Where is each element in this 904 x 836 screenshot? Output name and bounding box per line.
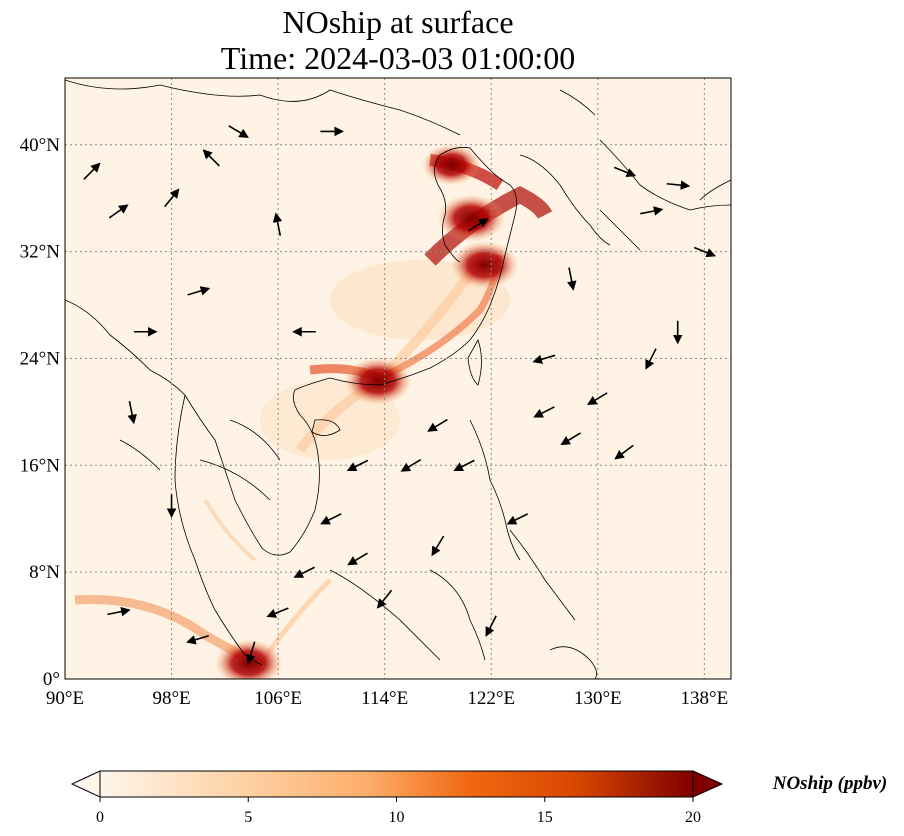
wind-arrow xyxy=(202,149,220,167)
wind-arrow xyxy=(246,641,256,665)
wind-vectors xyxy=(83,125,717,665)
lon-tick-label: 98°E xyxy=(152,688,190,709)
colorbar-tick-label: 20 xyxy=(685,809,701,826)
lon-tick-label: 114°E xyxy=(361,688,408,709)
longitude-tick-labels: 90°E 98°E 106°E 114°E 122°E 130°E 138°E xyxy=(46,688,728,709)
colorbar-tick-label: 5 xyxy=(244,809,252,826)
colorbar-tick-label: 10 xyxy=(389,809,405,826)
map-frame xyxy=(64,77,732,680)
colorbar-extend-min xyxy=(70,770,101,798)
wind-arrow xyxy=(468,218,489,232)
colorbar-extend-max xyxy=(692,770,724,798)
wind-arrow xyxy=(485,615,497,637)
colorbar-label: NOship (ppbv) xyxy=(772,773,888,794)
lon-tick-label: 90°E xyxy=(46,688,84,709)
colorbar: 0 5 10 15 20 NOship (ppbv) xyxy=(70,770,888,826)
lat-tick-label: 16°N xyxy=(20,455,61,476)
wind-arrow xyxy=(320,513,342,525)
chart-title: NOship at surface xyxy=(282,4,514,40)
lat-tick-label: 8°N xyxy=(29,562,60,583)
colorbar-tick-label: 15 xyxy=(537,809,553,826)
coastlines xyxy=(65,79,731,679)
wind-arrow xyxy=(693,246,717,258)
wind-arrow xyxy=(431,535,445,557)
wind-arrow xyxy=(83,162,101,180)
latitude-tick-labels: 0° 8°N 16°N 24°N 32°N 40°N xyxy=(20,135,61,690)
wind-arrow xyxy=(567,267,577,291)
hotspot xyxy=(422,144,481,186)
wind-arrow xyxy=(453,459,475,471)
hotspots-layer xyxy=(214,144,519,679)
wind-arrow xyxy=(108,204,129,219)
wind-arrow xyxy=(533,406,555,418)
wind-arrow xyxy=(613,166,637,178)
wind-arrow xyxy=(400,458,422,472)
wind-arrow xyxy=(228,125,249,138)
wind-arrow xyxy=(127,400,137,425)
wind-arrow xyxy=(266,607,289,618)
wind-arrow xyxy=(532,354,556,364)
colorbar-ramp xyxy=(99,770,694,798)
wind-arrow xyxy=(186,635,209,645)
chart-subtitle-time: Time: 2024-03-03 01:00:00 xyxy=(220,40,576,76)
lat-tick-label: 40°N xyxy=(20,135,61,156)
wind-arrow xyxy=(645,348,657,370)
lon-tick-label: 130°E xyxy=(574,688,622,709)
wind-arrow xyxy=(427,418,448,432)
lat-tick-label: 24°N xyxy=(20,348,61,369)
wind-arrow xyxy=(614,444,634,460)
wind-arrow xyxy=(272,212,283,236)
lon-tick-label: 122°E xyxy=(467,688,515,709)
colorbar-tick-label: 0 xyxy=(96,809,104,826)
hotspot xyxy=(344,357,413,405)
lon-tick-label: 138°E xyxy=(681,688,729,709)
wind-arrow xyxy=(586,392,608,406)
lat-tick-label: 0° xyxy=(43,669,60,690)
wind-arrow xyxy=(376,589,393,609)
wind-arrow xyxy=(107,606,131,617)
lat-tick-label: 32°N xyxy=(20,242,61,263)
hotspot xyxy=(437,194,506,243)
hotspot xyxy=(450,241,519,289)
wind-arrow xyxy=(666,180,691,190)
wind-arrow xyxy=(346,459,369,471)
wind-arrow xyxy=(347,552,368,566)
wind-arrow xyxy=(293,566,315,578)
wind-arrow xyxy=(187,286,211,296)
wind-arrow xyxy=(560,432,582,446)
wind-arrow xyxy=(640,206,664,216)
wind-arrow xyxy=(506,513,529,525)
wind-arrow xyxy=(164,188,180,208)
lon-tick-label: 106°E xyxy=(254,688,302,709)
